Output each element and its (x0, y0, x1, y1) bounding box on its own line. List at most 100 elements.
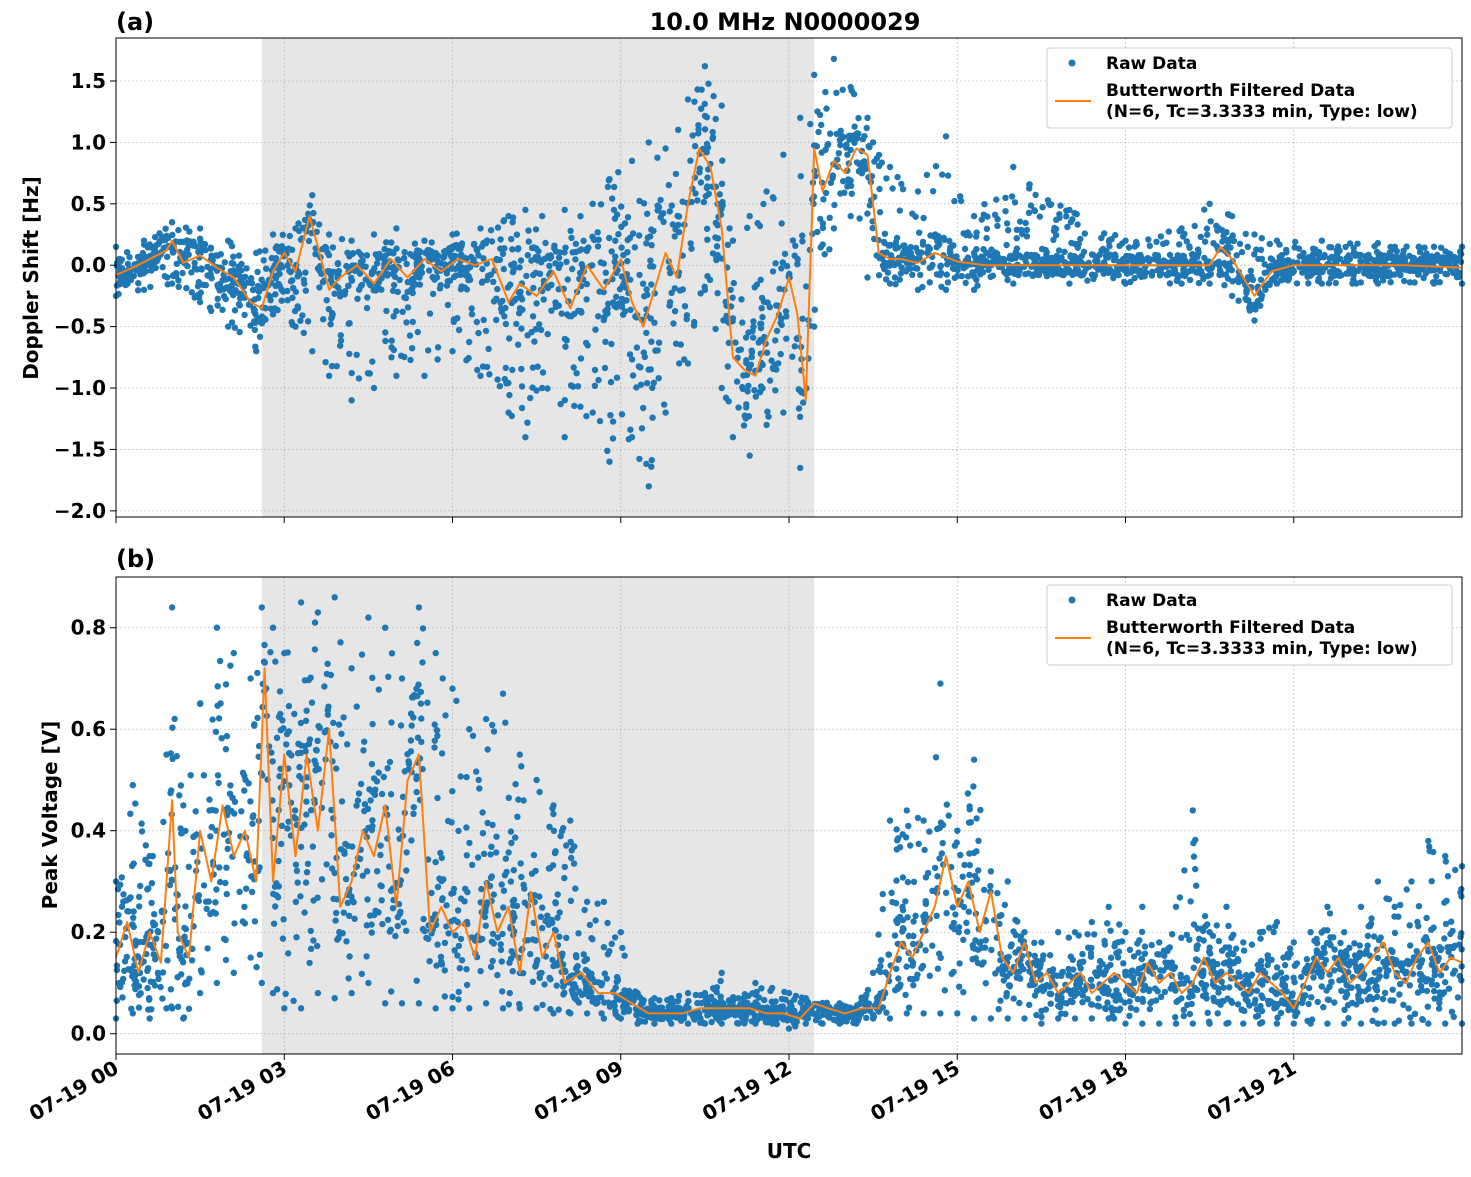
raw-data-point (619, 411, 625, 417)
raw-data-point (581, 907, 587, 913)
raw-data-point (691, 322, 697, 328)
raw-data-point (157, 984, 163, 990)
raw-data-point (170, 249, 176, 255)
raw-data-point (231, 920, 237, 926)
raw-data-point (277, 688, 283, 694)
raw-data-point (783, 336, 789, 342)
raw-data-point (895, 244, 901, 250)
raw-data-point (1253, 1013, 1259, 1019)
raw-data-point (646, 139, 652, 145)
raw-data-point (592, 367, 598, 373)
raw-data-point (702, 63, 708, 69)
raw-data-point (738, 296, 744, 302)
raw-data-point (188, 772, 194, 778)
raw-data-point (912, 214, 918, 220)
raw-data-point (1262, 270, 1268, 276)
raw-data-point (223, 746, 229, 752)
raw-data-point (257, 334, 263, 340)
raw-data-point (1257, 935, 1263, 941)
raw-data-point (279, 298, 285, 304)
raw-data-point (713, 255, 719, 261)
raw-data-point (1312, 246, 1318, 252)
raw-data-point (1061, 249, 1067, 255)
raw-data-point (223, 957, 229, 963)
raw-data-point (608, 341, 614, 347)
raw-data-point (1178, 280, 1184, 286)
raw-data-point (905, 823, 911, 829)
raw-data-point (465, 355, 471, 361)
raw-data-point (579, 261, 585, 267)
raw-data-point (417, 281, 423, 287)
raw-data-point (476, 785, 482, 791)
raw-data-point (252, 320, 258, 326)
raw-data-point (455, 828, 461, 834)
raw-data-point (359, 651, 365, 657)
raw-data-point (1452, 968, 1458, 974)
raw-data-point (629, 158, 635, 164)
raw-data-point (249, 889, 255, 895)
raw-data-point (401, 294, 407, 300)
raw-data-point (254, 670, 260, 676)
raw-data-point (425, 347, 431, 353)
raw-data-point (1044, 273, 1050, 279)
raw-data-point (971, 287, 977, 293)
raw-data-point (225, 323, 231, 329)
raw-data-point (811, 323, 817, 329)
raw-data-point (1386, 896, 1392, 902)
raw-data-point (273, 283, 279, 289)
raw-data-point (1325, 996, 1331, 1002)
raw-data-point (405, 304, 411, 310)
raw-data-point (1431, 280, 1437, 286)
raw-data-point (1214, 922, 1220, 928)
raw-data-point (1047, 952, 1053, 958)
raw-data-point (749, 348, 755, 354)
raw-data-point (1411, 267, 1417, 273)
raw-data-point (253, 964, 259, 970)
raw-data-point (758, 277, 764, 283)
raw-data-point (197, 236, 203, 242)
raw-data-point (1181, 867, 1187, 873)
raw-data-point (698, 179, 704, 185)
raw-data-point (704, 226, 710, 232)
raw-data-point (1331, 946, 1337, 952)
y-tick-label: 1.5 (71, 69, 106, 93)
raw-data-point (206, 898, 212, 904)
raw-data-point (730, 238, 736, 244)
raw-data-point (401, 255, 407, 261)
raw-data-point (337, 343, 343, 349)
raw-data-point (933, 163, 939, 169)
raw-data-point (1202, 239, 1208, 245)
raw-data-point (1200, 971, 1206, 977)
y-tick-label: −2.0 (54, 499, 106, 523)
raw-data-point (175, 227, 181, 233)
raw-data-point (316, 284, 322, 290)
raw-data-point (421, 373, 427, 379)
raw-data-point (141, 287, 147, 293)
raw-data-point (614, 375, 620, 381)
raw-data-point (963, 280, 969, 286)
raw-data-point (502, 720, 508, 726)
raw-data-point (557, 401, 563, 407)
raw-data-point (196, 892, 202, 898)
raw-data-point (893, 826, 899, 832)
raw-data-point (744, 225, 750, 231)
raw-data-point (1103, 254, 1109, 260)
raw-data-point (303, 798, 309, 804)
raw-data-point (799, 232, 805, 238)
raw-data-point (293, 934, 299, 940)
raw-data-point (704, 237, 710, 243)
raw-data-point (950, 904, 956, 910)
raw-data-point (465, 277, 471, 283)
raw-data-point (176, 284, 182, 290)
raw-data-point (840, 87, 846, 93)
raw-data-point (981, 201, 987, 207)
raw-data-point (250, 287, 256, 293)
raw-data-point (1208, 218, 1214, 224)
raw-data-point (379, 921, 385, 927)
raw-data-point (934, 873, 940, 879)
raw-data-point (920, 215, 926, 221)
raw-data-point (618, 203, 624, 209)
raw-data-point (611, 184, 617, 190)
raw-data-point (456, 989, 462, 995)
raw-data-point (601, 314, 607, 320)
